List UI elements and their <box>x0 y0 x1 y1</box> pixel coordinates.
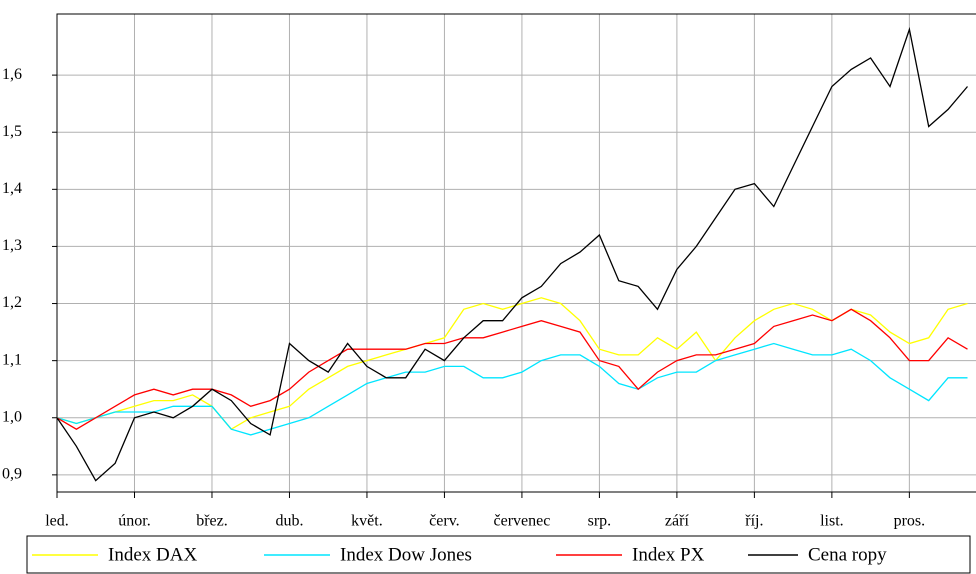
y-tick-label: 0,9 <box>2 466 22 483</box>
axis-frame <box>56 13 976 493</box>
y-tick-label: 1,5 <box>2 123 22 140</box>
y-tick-label: 1,1 <box>2 351 22 368</box>
y-tick-label: 1,2 <box>2 294 22 311</box>
legend-label: Cena ropy <box>808 544 887 565</box>
series-line <box>56 308 968 430</box>
x-tick-label: pros. <box>894 513 926 530</box>
y-tick-label: 1,0 <box>2 408 22 425</box>
y-tick-label: 1,3 <box>2 237 22 254</box>
legend-box <box>26 535 971 574</box>
x-tick-label: břez. <box>196 513 228 530</box>
x-tick-label: červenec <box>494 513 551 530</box>
x-tick-label: list. <box>820 513 844 530</box>
x-tick-label: dub. <box>275 513 303 530</box>
y-tick-label: 1,6 <box>2 66 22 83</box>
series-line <box>56 26 968 482</box>
x-tick-label: září <box>665 513 690 530</box>
legend-label: Index PX <box>632 544 705 565</box>
x-tick-label: srp. <box>588 513 612 530</box>
legend-label: Index Dow Jones <box>340 544 472 565</box>
x-tick-label: říj. <box>745 513 763 530</box>
x-tick-label: květ. <box>351 513 383 530</box>
x-tick-label: led. <box>45 513 69 530</box>
legend-label: Index DAX <box>108 544 197 565</box>
x-tick-label: červ. <box>429 513 460 530</box>
series-line <box>56 297 968 431</box>
series-line <box>56 342 968 436</box>
y-tick-label: 1,4 <box>2 180 22 197</box>
x-tick-label: únor. <box>118 513 150 530</box>
